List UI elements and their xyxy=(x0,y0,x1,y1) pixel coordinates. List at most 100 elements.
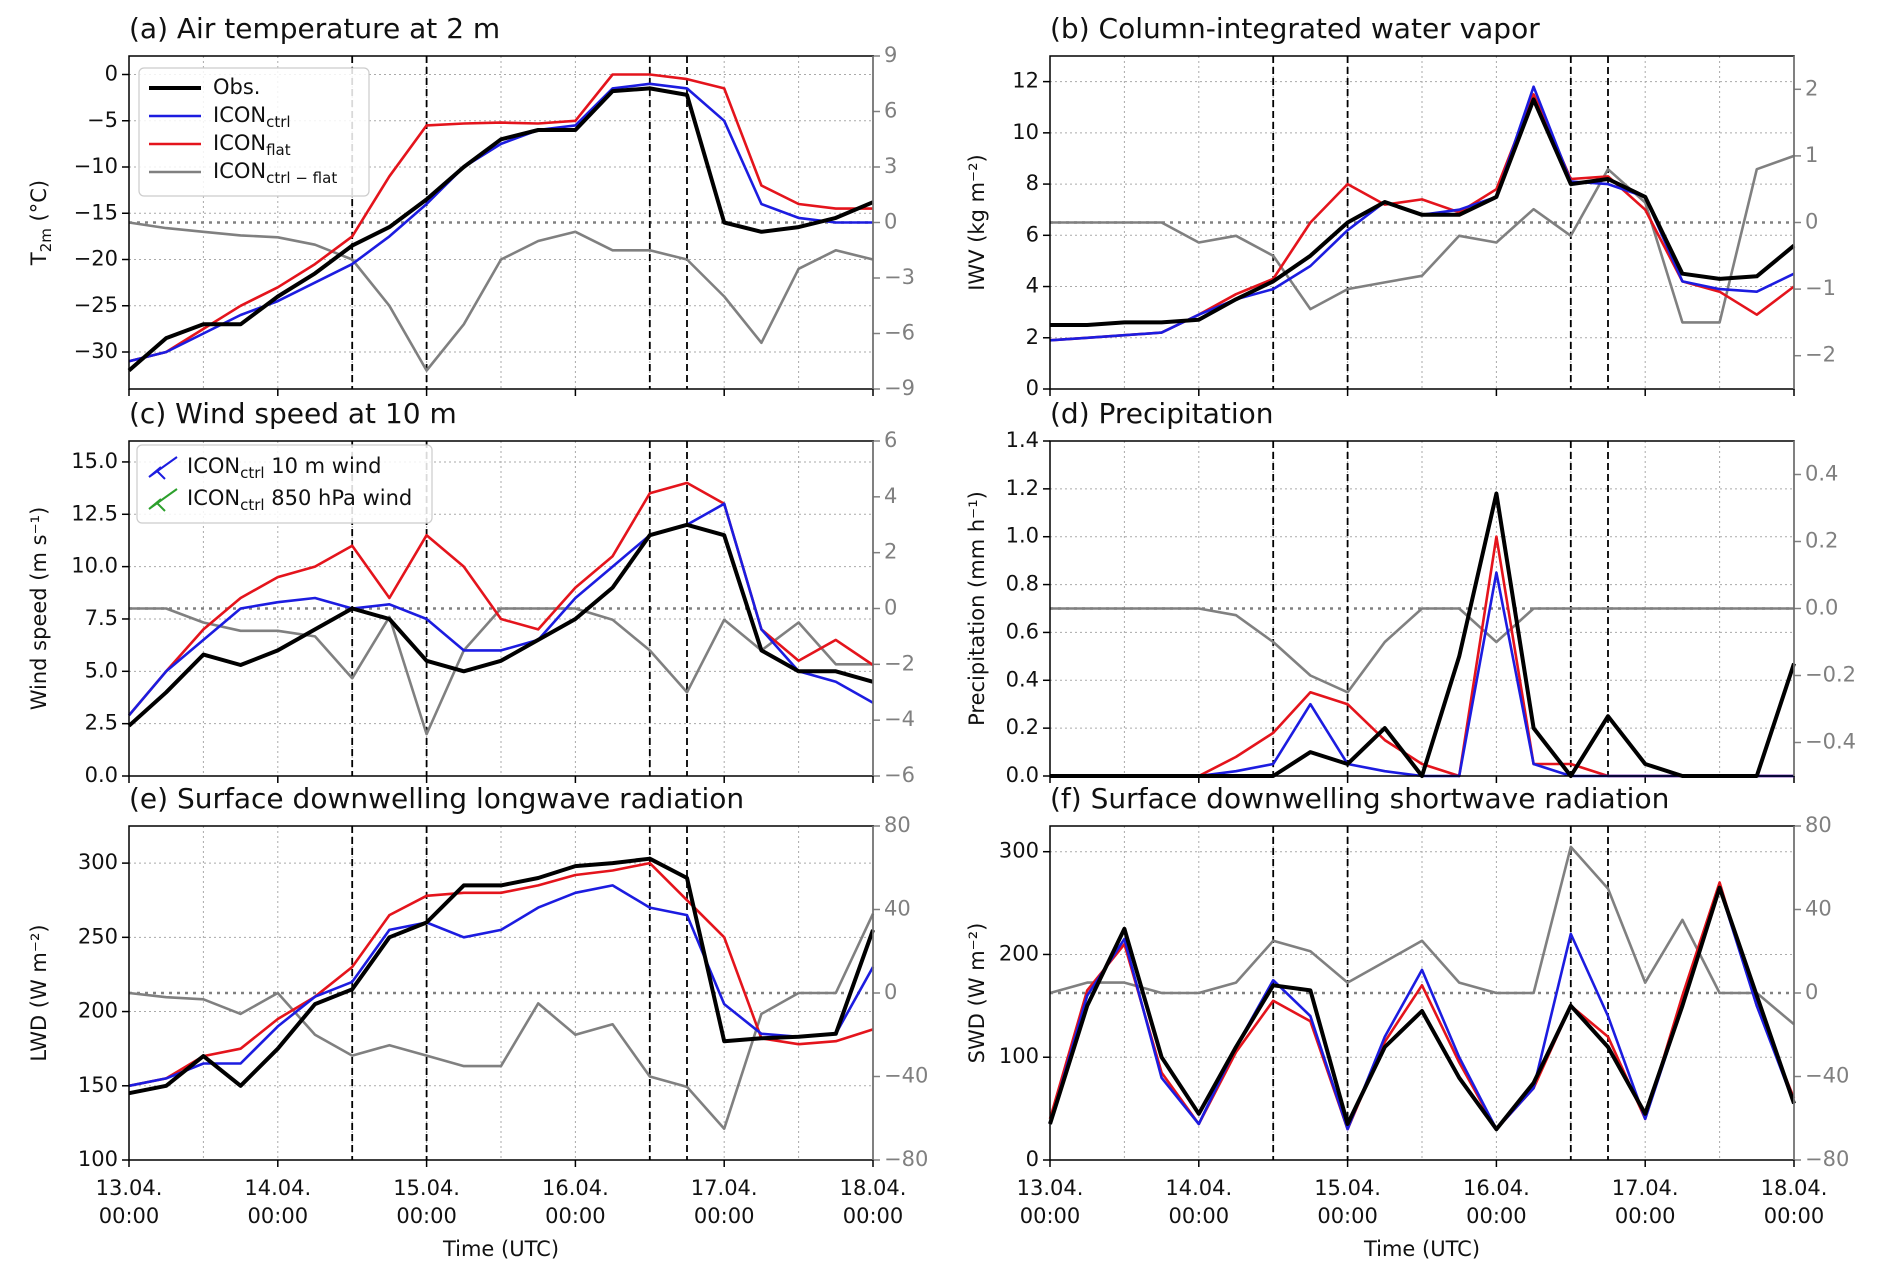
x-tick-label: 00:00 xyxy=(1764,1204,1825,1228)
legend-box xyxy=(138,67,370,197)
y-tick-label: 250 xyxy=(78,924,118,948)
legend-sub: ctrl xyxy=(266,113,290,131)
series-line xyxy=(129,607,873,736)
series-line xyxy=(128,884,875,1088)
y2-tick-label: 40 xyxy=(884,897,911,921)
y2-tick-label: 80 xyxy=(1805,813,1832,837)
y2-tick-label: 0 xyxy=(1805,210,1818,234)
y2-tick-label: −40 xyxy=(884,1064,928,1088)
y2-tick-label: 40 xyxy=(1805,897,1832,921)
y-tick-label: −30 xyxy=(74,339,118,363)
y2-tick-label: −40 xyxy=(1805,1064,1849,1088)
y2-tick-label: 1 xyxy=(1805,143,1818,167)
legend-barb xyxy=(148,488,178,512)
x-axis-label: Time (UTC) xyxy=(442,1237,559,1261)
y2-tick-label: −6 xyxy=(884,321,915,345)
y2-tick-label: 4 xyxy=(884,484,897,508)
x-tick-label: 00:00 xyxy=(1020,1204,1081,1228)
y-tick-label: 150 xyxy=(78,1073,118,1097)
x-tick-label: 17.04. xyxy=(691,1176,758,1200)
legend-label: ICONctrl − flat xyxy=(213,159,337,187)
y2-tick-label: −80 xyxy=(884,1147,928,1171)
y-axis-label-part: Precipitation (mm h⁻¹) xyxy=(965,491,989,726)
y2-tick-label: −2 xyxy=(884,651,915,675)
y-tick-label: 6 xyxy=(1026,222,1039,246)
legend-sub: ctrl xyxy=(240,464,264,482)
legend-name: ICON xyxy=(187,486,240,510)
y-tick-label: 2 xyxy=(1026,325,1039,349)
y-tick-label: 0 xyxy=(105,62,118,86)
y-tick-label: 1.4 xyxy=(1006,428,1039,452)
y2-tick-label: 0 xyxy=(1805,980,1818,1004)
y-axis-label-part: SWD (W m⁻²) xyxy=(965,923,989,1064)
x-tick-label: 17.04. xyxy=(1612,1176,1679,1200)
panel-title: (b) Column-integrated water vapor xyxy=(1050,12,1540,45)
y2-tick-label: −4 xyxy=(884,707,915,731)
y2-tick-label: −3 xyxy=(884,265,915,289)
y-tick-label: −25 xyxy=(74,293,118,317)
y2-tick-label: −9 xyxy=(884,376,915,400)
y-tick-label: 200 xyxy=(78,999,118,1023)
legend-sub: ctrl − flat xyxy=(266,169,337,187)
legend-label: ICONflat xyxy=(213,131,291,159)
y2-tick-label: 9 xyxy=(884,43,897,67)
y-tick-label: 0 xyxy=(1026,376,1039,400)
x-tick-label: 00:00 xyxy=(396,1204,457,1228)
series-line xyxy=(128,82,873,363)
x-tick-label: 00:00 xyxy=(545,1204,606,1228)
y-axis-label-part: Wind speed (m s⁻¹) xyxy=(27,507,51,711)
y-axis-label: T2m (°C) xyxy=(27,180,55,266)
y-tick-label: 200 xyxy=(999,941,1039,965)
series-line xyxy=(1048,885,1796,1132)
legend-name: ICON xyxy=(187,454,240,478)
panel-title: (c) Wind speed at 10 m xyxy=(129,397,457,430)
y-tick-label: 100 xyxy=(999,1044,1039,1068)
y2-tick-label: 2 xyxy=(1805,76,1818,100)
x-tick-label: 16.04. xyxy=(542,1176,609,1200)
y-tick-label: 5.0 xyxy=(85,658,118,682)
y2-tick-label: 0.2 xyxy=(1805,529,1838,553)
y2-tick-label: −80 xyxy=(1805,1147,1849,1171)
x-tick-label: 16.04. xyxy=(1463,1176,1530,1200)
y2-tick-label: −2 xyxy=(1805,343,1836,367)
x-tick-label: 00:00 xyxy=(1466,1204,1527,1228)
x-tick-label: 00:00 xyxy=(248,1204,309,1228)
y-tick-label: 0.6 xyxy=(1006,619,1039,643)
y-tick-label: 300 xyxy=(999,839,1039,863)
y-tick-label: 0.4 xyxy=(1006,667,1039,691)
series-line xyxy=(128,73,873,363)
legend-name: ICON xyxy=(213,131,266,155)
y-tick-label: 0.0 xyxy=(85,763,118,787)
y-tick-label: 1.2 xyxy=(1006,476,1039,500)
y-axis-label: Wind speed (m s⁻¹) xyxy=(27,507,51,711)
y-tick-label: 4 xyxy=(1026,274,1039,298)
x-tick-label: 14.04. xyxy=(1165,1176,1232,1200)
y2-tick-label: 0.4 xyxy=(1805,462,1838,486)
legend-sub: ctrl xyxy=(240,496,264,514)
series-line xyxy=(127,86,874,373)
legend-sub: flat xyxy=(266,141,291,159)
series-line xyxy=(1050,97,1796,327)
y2-tick-label: 0 xyxy=(884,210,897,234)
y2-tick-label: 0 xyxy=(884,596,897,620)
series-line xyxy=(127,522,874,728)
y-axis-label: Precipitation (mm h⁻¹) xyxy=(965,491,989,726)
y-tick-label: −15 xyxy=(74,200,118,224)
legend-rest: 850 hPa wind xyxy=(265,486,413,510)
y-tick-label: 10 xyxy=(1012,120,1039,144)
legend-label: ICONctrl 850 hPa wind xyxy=(187,486,412,514)
series-line xyxy=(1050,571,1794,778)
y2-tick-label: 80 xyxy=(884,813,911,837)
y-tick-label: −20 xyxy=(74,247,118,271)
y2-tick-label: −0.2 xyxy=(1805,663,1856,687)
y-tick-label: 2.5 xyxy=(85,711,118,735)
y-tick-label: −5 xyxy=(87,108,118,132)
y-tick-label: 7.5 xyxy=(85,606,118,630)
series-line xyxy=(128,221,874,372)
series-line xyxy=(1050,491,1796,778)
y-tick-label: 12 xyxy=(1012,69,1039,93)
y-tick-label: 300 xyxy=(78,850,118,874)
legend-barb xyxy=(148,456,178,480)
y-tick-label: 100 xyxy=(78,1147,118,1171)
legend-name: ICON xyxy=(213,103,266,127)
